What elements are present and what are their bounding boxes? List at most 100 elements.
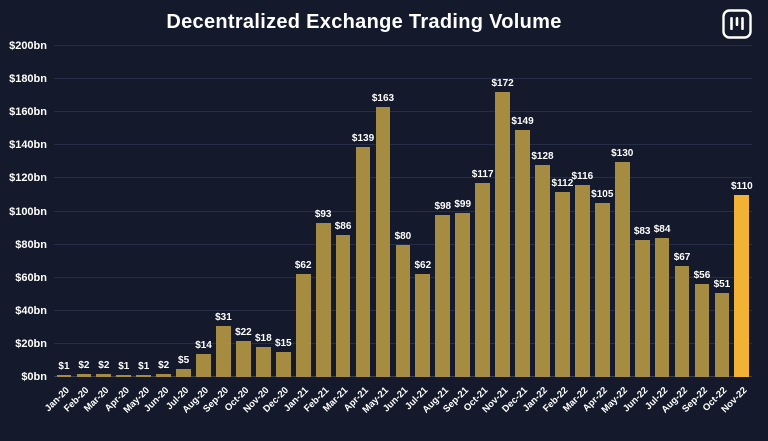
bar-value-label: $163 [371,93,395,105]
bar-slot: $62 Jul-21 [403,46,433,412]
bar-value-label: $110 [730,180,753,192]
bar-value-label: $1 [138,361,150,373]
bar-value-label: $22 [235,326,252,338]
bar [116,375,132,377]
bar-value-label: $83 [633,225,651,237]
bar-slot: $98 Aug-21 [420,46,453,416]
bar [176,368,191,377]
y-tick-label: $180bn [9,73,47,86]
bar-slot: $2 Feb-20 [62,46,94,415]
bar-value-label: $93 [314,209,332,221]
bar-value-label: $62 [414,260,432,272]
bar-slot: $84 Jul-22 [643,46,672,412]
y-tick-label: $0bn [21,371,47,383]
brand-logo-icon [722,9,752,39]
y-tick-label: $60bn [15,271,47,284]
bar-value-label: $112 [551,177,574,189]
bar [535,165,550,377]
gridline [54,144,752,146]
bar [654,237,670,377]
bar-slot: $130 May-22 [599,46,634,416]
gridline [54,243,752,245]
bar-value-label: $51 [713,278,731,290]
chart: $0bn $20bn $40bn $60bn $80bn $100bn $120bn $140… [6,40,753,416]
bar-slot: $18 Nov-20 [241,46,273,415]
bar-slot: $172 Nov-21 [480,46,514,415]
bar-slot: $116 Mar-22 [561,46,594,414]
y-tick-label: $40bn [15,304,47,317]
y-tick-label: $200bn [9,40,47,52]
bar-value-label: $1 [118,361,130,373]
bar-value-label: $5 [178,354,190,366]
bar-value-label: $14 [195,339,212,351]
bar-value-label: $99 [454,199,472,211]
bar [734,194,750,377]
bar-slot: $86 Mar-21 [321,46,353,415]
bar-slot: $67 Aug-22 [659,46,692,415]
bar-value-label: $172 [491,78,514,90]
bar-value-label: $18 [255,333,272,345]
bar-slot: $56 Sep-22 [680,46,712,414]
bar [315,223,331,377]
bar-slot: $1 Jan-20 [43,46,74,414]
bar [375,107,391,377]
bar [555,191,570,377]
bar-value-label: $105 [591,189,614,201]
bar-value-label: $86 [334,220,352,232]
bar-slot: $163 May-21 [360,46,395,415]
y-tick-label: $140bn [9,139,47,152]
bar-value-label: $130 [611,147,634,159]
bar [634,239,650,377]
bar-slot: $128 Jan-22 [521,46,553,414]
y-tick-label: $160bn [9,106,47,119]
bar-slot: $80 Jun-21 [381,46,413,415]
bar [714,292,730,377]
bar-value-label: $62 [294,260,312,272]
bar-value-label: $1 [58,361,70,373]
bar-value-label: $2 [158,359,170,371]
bar-slot: $15 Dec-20 [261,46,293,415]
bar [56,375,72,377]
bar-slot: $5 Jul-20 [164,46,194,412]
bar [495,92,510,377]
gridline [54,210,752,212]
gridline [54,177,752,179]
bar-slot: $83 Jun-22 [621,46,652,415]
bar [574,185,590,377]
bar-value-label: $2 [78,359,90,371]
bar [415,274,431,377]
bar [335,234,351,377]
bar-slot: $110 Nov-22 [719,46,753,415]
bar [475,183,491,377]
bar [355,146,371,377]
bar-value-label: $80 [394,230,412,242]
gridline [54,45,752,46]
bar-slot: $99 Sep-21 [441,46,473,415]
bar-value-label: $116 [571,171,594,183]
bar-slot: $93 Feb-21 [302,46,333,414]
bar [136,375,152,377]
y-tick-label: $100bn [9,205,47,218]
bar-value-label: $67 [673,252,691,264]
bars: $1 Jan-20 $2 Feb-20 $2 Mar-20 $1 Apr-20 $1 May-20… [43,46,753,416]
bar-slot: $112 Feb-22 [541,46,574,415]
bar-slot: $2 Mar-20 [82,46,114,415]
bar-slot: $62 Jan-21 [282,46,313,414]
bar-slot: $22 Oct-20 [222,46,253,414]
bar-value-label: $139 [351,132,375,144]
bar [96,373,112,377]
bar [395,244,411,377]
bar-value-label: $31 [215,311,232,323]
bar [674,266,690,377]
bar-value-label: $2 [98,359,110,371]
bar-slot: $149 Dec-21 [500,46,533,414]
bar [295,274,311,377]
bar [196,353,211,377]
bar [594,203,610,377]
bar [275,352,291,377]
bar [614,161,630,377]
bar-slot: $105 Apr-22 [581,46,614,414]
bar [216,325,231,377]
bar [156,373,172,377]
bar [255,347,271,377]
